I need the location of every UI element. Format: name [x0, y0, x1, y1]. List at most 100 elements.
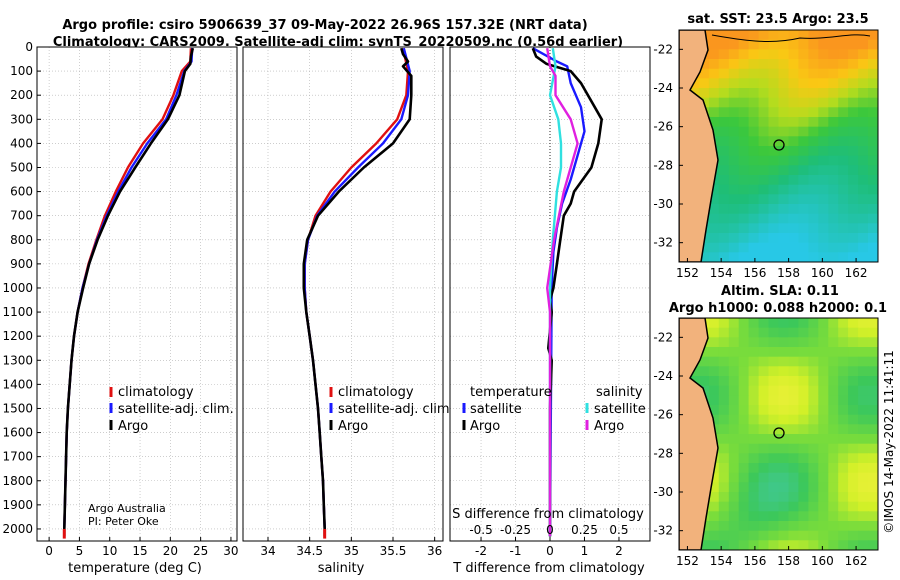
heat-cell	[698, 242, 710, 253]
heat-cell	[718, 107, 730, 118]
heat-cell	[788, 405, 799, 416]
heat-cell	[708, 184, 720, 195]
heat-cell	[798, 530, 809, 541]
heat-cell	[708, 414, 720, 425]
heat-cell	[698, 376, 710, 387]
heat-cell	[708, 194, 720, 205]
heat-cell	[758, 530, 770, 541]
heat-cell	[788, 107, 799, 118]
heat-cell	[828, 165, 839, 176]
heat-cell	[848, 39, 859, 50]
heat-cell	[738, 540, 750, 550]
heat-cell	[858, 327, 869, 338]
heat-cell	[818, 405, 829, 416]
heat-cell	[718, 521, 730, 532]
x-tick-label: -1	[510, 544, 522, 558]
heat-cell	[828, 88, 839, 99]
lon-tick-label: 162	[845, 266, 868, 280]
heat-cell	[868, 482, 878, 493]
heat-cell	[778, 356, 789, 367]
heat-cell	[858, 223, 869, 234]
heat-cell	[838, 414, 849, 425]
heat-cell	[748, 59, 760, 70]
heat-cell	[758, 366, 770, 377]
heat-cell	[778, 443, 789, 454]
heat-cell	[758, 155, 770, 166]
legend-climatology: climatology	[338, 385, 414, 400]
heat-cell	[788, 78, 799, 89]
heat-cell	[858, 540, 869, 550]
heat-cell	[718, 136, 730, 147]
heat-cell	[838, 492, 849, 503]
heat-cell	[788, 318, 799, 329]
heat-cell	[838, 540, 849, 550]
s-diff-tick-label: 0.5	[609, 523, 628, 537]
heat-cell	[818, 347, 829, 358]
heat-cell	[718, 252, 730, 262]
heat-cell	[808, 463, 819, 474]
heat-cell	[768, 194, 779, 205]
depth-tick-label: 1400	[2, 377, 33, 391]
heat-cell	[748, 213, 760, 224]
heat-cell	[808, 233, 819, 244]
heat-cell	[808, 88, 819, 99]
heat-cell	[808, 59, 819, 70]
heat-cell	[828, 453, 839, 464]
heat-cell	[798, 233, 809, 244]
heat-cell	[698, 356, 710, 367]
heat-cell	[828, 68, 839, 79]
s-difference-label: S difference from climatology	[452, 507, 644, 522]
heat-cell	[858, 213, 869, 224]
heat-cell	[748, 511, 760, 522]
heat-cell	[718, 175, 730, 186]
heat-cell	[838, 395, 849, 406]
heat-cell	[748, 252, 760, 262]
heat-cell	[788, 453, 799, 464]
heat-cell	[718, 68, 730, 79]
heat-cell	[788, 126, 799, 137]
heat-cell	[768, 97, 779, 108]
heat-cell	[718, 327, 730, 338]
heat-cell	[858, 68, 869, 79]
heat-cell	[768, 385, 779, 396]
heat-cell	[868, 49, 878, 60]
heat-cell	[768, 356, 779, 367]
heat-cell	[868, 540, 878, 550]
heat-cell	[748, 472, 760, 483]
heat-cell	[798, 223, 809, 234]
depth-tick-label: 1800	[2, 474, 33, 488]
heat-cell	[798, 97, 809, 108]
heat-cell	[848, 472, 859, 483]
heat-cell	[778, 376, 789, 387]
heat-cell	[868, 39, 878, 50]
heat-cell	[828, 347, 839, 358]
heat-cell	[868, 184, 878, 195]
heat-cell	[858, 530, 869, 541]
heat-cell	[788, 337, 799, 348]
heat-cell	[828, 194, 839, 205]
heat-cell	[728, 540, 740, 550]
heat-cell	[858, 204, 869, 215]
heat-cell	[808, 68, 819, 79]
heat-cell	[758, 136, 770, 147]
heat-cell	[848, 136, 859, 147]
heat-cell	[718, 88, 730, 99]
heat-cell	[788, 521, 799, 532]
heat-cell	[778, 49, 789, 60]
heat-cell	[778, 434, 789, 445]
heat-cell	[758, 414, 770, 425]
heat-cell	[848, 424, 859, 435]
heat-cell	[738, 463, 750, 474]
heat-cell	[818, 107, 829, 118]
heat-cell	[868, 521, 878, 532]
heat-cell	[828, 30, 839, 41]
heat-cell	[808, 204, 819, 215]
heat-cell	[718, 453, 730, 464]
heat-cell	[808, 414, 819, 425]
heat-cell	[718, 59, 730, 70]
heat-cell	[868, 385, 878, 396]
heat-cell	[778, 155, 789, 166]
heat-cell	[708, 107, 720, 118]
heat-cell	[798, 405, 809, 416]
heat-cell	[718, 39, 730, 50]
